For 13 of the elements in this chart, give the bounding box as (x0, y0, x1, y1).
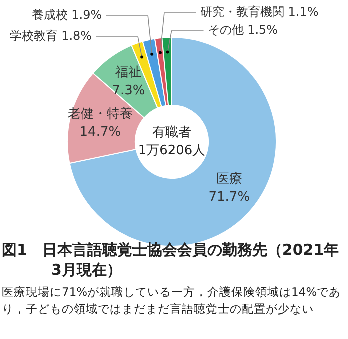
text: 医療現場に71%が就職している一方，介護保険領域は14%であり，子どもの領域ではまだまだ言語聴覚士の配置が少ない (2, 284, 342, 318)
slice-label: 医療 (216, 172, 242, 187)
slice-label: 学校教育 1.8% (10, 29, 92, 44)
slice-label: 養成校 1.9% (32, 8, 102, 22)
text: 図1 日本言語聴覚士協会会員の勤務先（2021年3月現在） (2, 240, 340, 280)
slice-label: 研究・教育機関 1.1% (200, 5, 319, 20)
data-label: 14.7% (80, 124, 122, 140)
text: 有職者 1万6206人 (138, 125, 206, 158)
slice-label: 福祉 (116, 65, 142, 80)
data-label: 7.3% (112, 83, 146, 98)
slice-label: その他 1.5% (208, 23, 278, 38)
data-label: 71.7% (208, 190, 250, 205)
slice-label: 老健・特養 (68, 106, 133, 122)
